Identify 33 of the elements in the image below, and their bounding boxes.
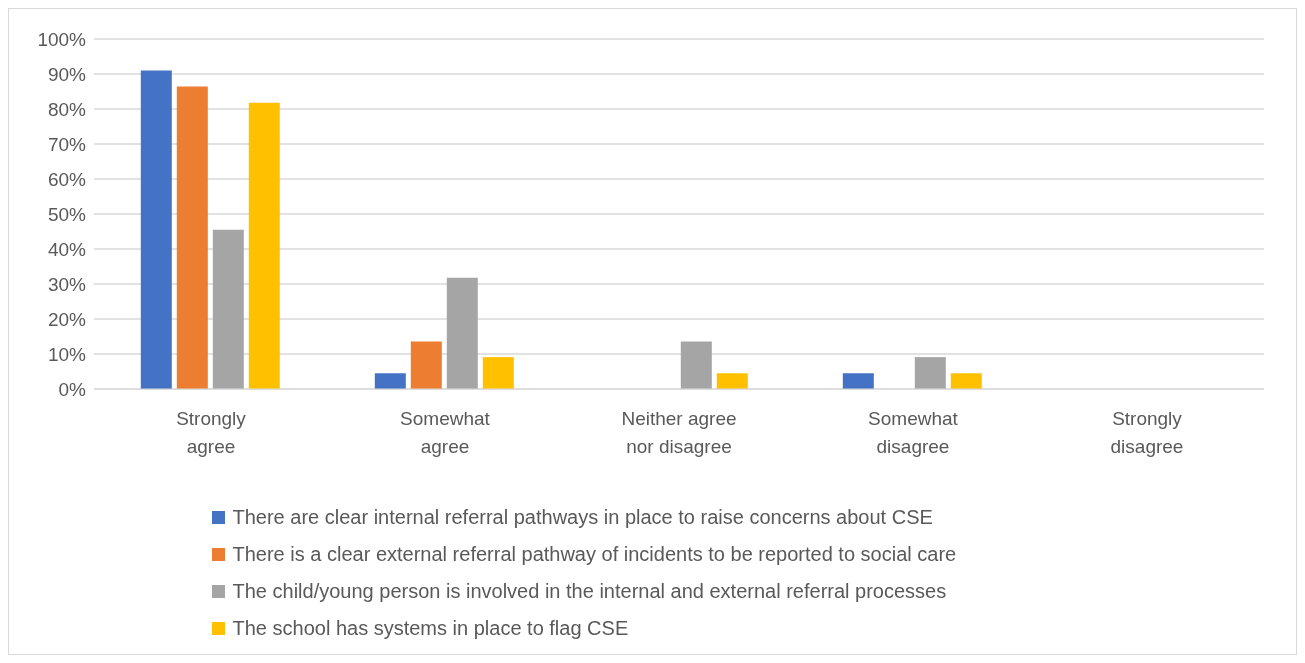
- legend-label: The child/young person is involved in the internal and external referral processes: [232, 580, 947, 603]
- legend-label: There is a clear external referral pathway of incidents to be reported to social care: [232, 543, 957, 566]
- bar: [446, 277, 478, 389]
- x-tick-label: Neither agree nor disagree: [621, 408, 737, 457]
- x-tick-label: Somewhat agree: [400, 408, 491, 457]
- bar: [842, 373, 874, 389]
- bar: [914, 357, 946, 389]
- bar: [716, 373, 748, 389]
- x-tick-label: Strongly agree: [176, 408, 247, 457]
- y-tick-label: 100%: [37, 28, 87, 50]
- bar: [176, 86, 208, 389]
- bar: [482, 357, 514, 389]
- x-tick-label: Strongly disagree: [1110, 408, 1184, 457]
- y-tick-label: 20%: [47, 308, 87, 330]
- bar: [374, 373, 406, 389]
- bar: [212, 229, 244, 389]
- bar: [248, 102, 280, 389]
- x-tick-label: Somewhat disagree: [868, 408, 959, 457]
- y-tick-label: 10%: [47, 343, 87, 365]
- y-tick-label: 50%: [47, 203, 87, 225]
- bar: [410, 341, 442, 389]
- bar: [140, 70, 172, 389]
- legend-label: There are clear internal referral pathways in place to raise concerns about CSE: [232, 506, 933, 529]
- bar: [950, 373, 982, 389]
- y-tick-label: 80%: [47, 98, 87, 120]
- y-tick-label: 40%: [47, 238, 87, 260]
- y-tick-label: 90%: [47, 63, 87, 85]
- y-tick-label: 30%: [47, 273, 87, 295]
- bar: [680, 341, 712, 389]
- y-tick-label: 70%: [47, 133, 87, 155]
- legend-label: The school has systems in place to flag CSE: [232, 617, 629, 640]
- y-tick-label: 60%: [47, 168, 87, 190]
- y-tick-label: 0%: [58, 378, 87, 400]
